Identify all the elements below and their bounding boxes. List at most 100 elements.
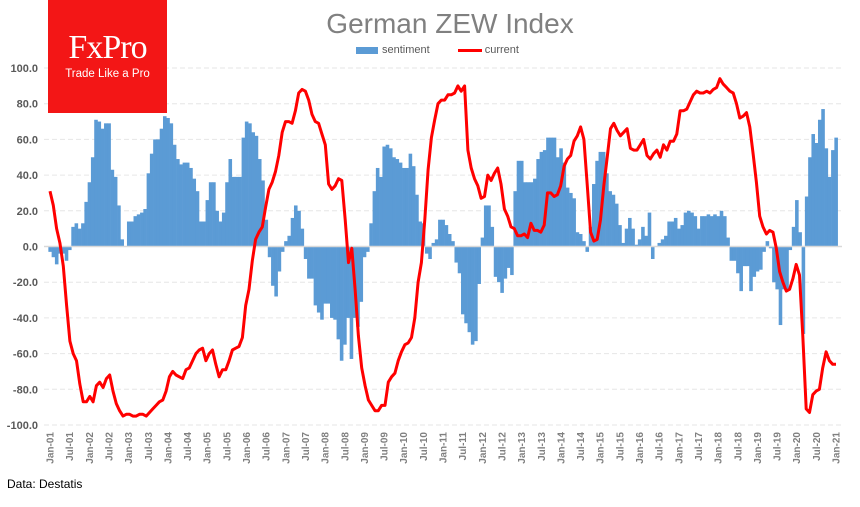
sentiment-bar — [104, 123, 108, 247]
sentiment-bar — [169, 123, 174, 247]
sentiment-bar — [64, 246, 69, 261]
sentiment-bar — [182, 162, 187, 247]
sentiment-bar — [683, 212, 688, 247]
sentiment-bar — [808, 157, 812, 247]
sentiment-bar — [146, 173, 151, 247]
sentiment-bar — [611, 194, 616, 247]
y-axis-labels: 100.0 80.0 60.0 40.0 20.0 0.0 -20.0 -40.0 -60.0 -… — [7, 63, 38, 432]
sentiment-bar — [477, 246, 481, 284]
sentiment-bar — [582, 241, 586, 247]
x-tick-label: Jan-02 — [85, 432, 96, 464]
sentiment-bar — [438, 219, 442, 247]
sentiment-bar — [231, 176, 236, 247]
sentiment-bar — [428, 246, 432, 259]
sentiment-bar — [464, 246, 468, 324]
sentiment-bar — [523, 182, 527, 247]
x-tick-label: Jan-19 — [753, 432, 764, 464]
sentiment-bar — [287, 235, 292, 247]
sentiment-bar — [248, 123, 252, 247]
sentiment-bar — [277, 246, 282, 272]
chart-title: German ZEW Index — [326, 8, 574, 39]
sentiment-bar — [444, 225, 449, 247]
sentiment-bar — [81, 223, 85, 247]
legend: sentiment current — [356, 44, 519, 56]
sentiment-bar — [500, 246, 504, 293]
sentiment-bar — [487, 205, 491, 247]
x-tick-label: Jul-19 — [773, 432, 784, 461]
x-tick-label: Jan-04 — [163, 432, 174, 464]
sentiment-bar — [781, 246, 786, 290]
sentiment-bar — [189, 167, 193, 247]
x-tick-label: Jul-01 — [65, 432, 76, 461]
sentiment-bar — [585, 246, 590, 252]
sentiment-bar — [411, 166, 416, 247]
sentiment-bar — [218, 221, 223, 247]
sentiment-bar — [379, 176, 383, 247]
sentiment-bar — [84, 201, 88, 247]
sentiment-bar — [235, 176, 239, 247]
sentiment-bar — [97, 121, 102, 247]
sentiment-bar — [323, 246, 328, 304]
sentiment-bar — [434, 239, 439, 247]
sentiment-bar — [490, 226, 495, 247]
y-tick-label: -40.0 — [13, 313, 38, 325]
sentiment-bar — [650, 246, 655, 259]
sentiment-bar — [107, 123, 111, 247]
y-tick-label: 40.0 — [17, 170, 38, 182]
sentiment-bar — [788, 246, 793, 251]
x-tick-label: Jan-17 — [674, 432, 685, 464]
sentiment-bar — [552, 137, 557, 247]
sentiment-bar — [693, 216, 698, 247]
sentiment-bar — [343, 246, 347, 345]
sentiment-bar — [271, 246, 275, 286]
sentiment-bar — [804, 196, 809, 247]
sentiment-bar — [631, 228, 635, 247]
sentiment-bar — [359, 246, 364, 302]
sentiment-bar — [503, 246, 508, 279]
sentiment-bar — [405, 167, 409, 247]
sentiment-bar — [480, 237, 485, 247]
sentiment-bar — [474, 246, 478, 342]
x-tick-label: Jul-18 — [733, 432, 744, 461]
y-tick-label: 100.0 — [10, 63, 38, 75]
sentiment-bar — [339, 246, 344, 361]
sentiment-bar — [388, 148, 393, 247]
sentiment-bar — [533, 178, 537, 247]
sentiment-bar — [634, 244, 639, 247]
sentiment-bar — [415, 194, 419, 247]
sentiment-bar — [51, 246, 56, 258]
sentiment-bar — [225, 182, 229, 247]
sentiment-bar — [77, 228, 82, 247]
sentiment-bar — [221, 212, 226, 247]
sentiment-bar — [369, 223, 373, 247]
sentiment-bar — [366, 246, 370, 252]
sentiment-bar — [529, 182, 534, 247]
sentiment-bar — [267, 246, 272, 258]
sentiment-bar — [202, 221, 206, 247]
sentiment-bar — [290, 217, 295, 247]
sentiment-bar — [670, 221, 675, 247]
sentiment-bar — [140, 212, 144, 247]
sentiment-bar — [732, 246, 737, 261]
sentiment-bar — [362, 246, 367, 258]
x-tick-label: Jul-20 — [812, 432, 823, 461]
sentiment-bar — [326, 246, 331, 304]
sentiment-bar — [199, 221, 203, 247]
sentiment-bar — [716, 216, 721, 247]
sentiment-bar — [241, 137, 246, 247]
sentiment-bar — [565, 187, 570, 247]
x-tick-label: Jan-14 — [556, 432, 567, 464]
sentiment-bar — [824, 148, 829, 247]
y-tick-label: -80.0 — [13, 384, 38, 396]
sentiment-bar — [729, 246, 734, 261]
sentiment-bar — [136, 214, 141, 247]
sentiment-bar — [516, 160, 521, 247]
x-tick-label: Jan-03 — [124, 432, 135, 464]
sentiment-bar — [349, 246, 354, 359]
sentiment-bar — [244, 121, 249, 247]
sentiment-bar — [87, 182, 92, 247]
sentiment-bar — [795, 200, 799, 247]
x-tick-label: Jul-16 — [655, 432, 666, 461]
sentiment-bar — [785, 246, 789, 290]
sentiment-bar — [257, 159, 262, 247]
